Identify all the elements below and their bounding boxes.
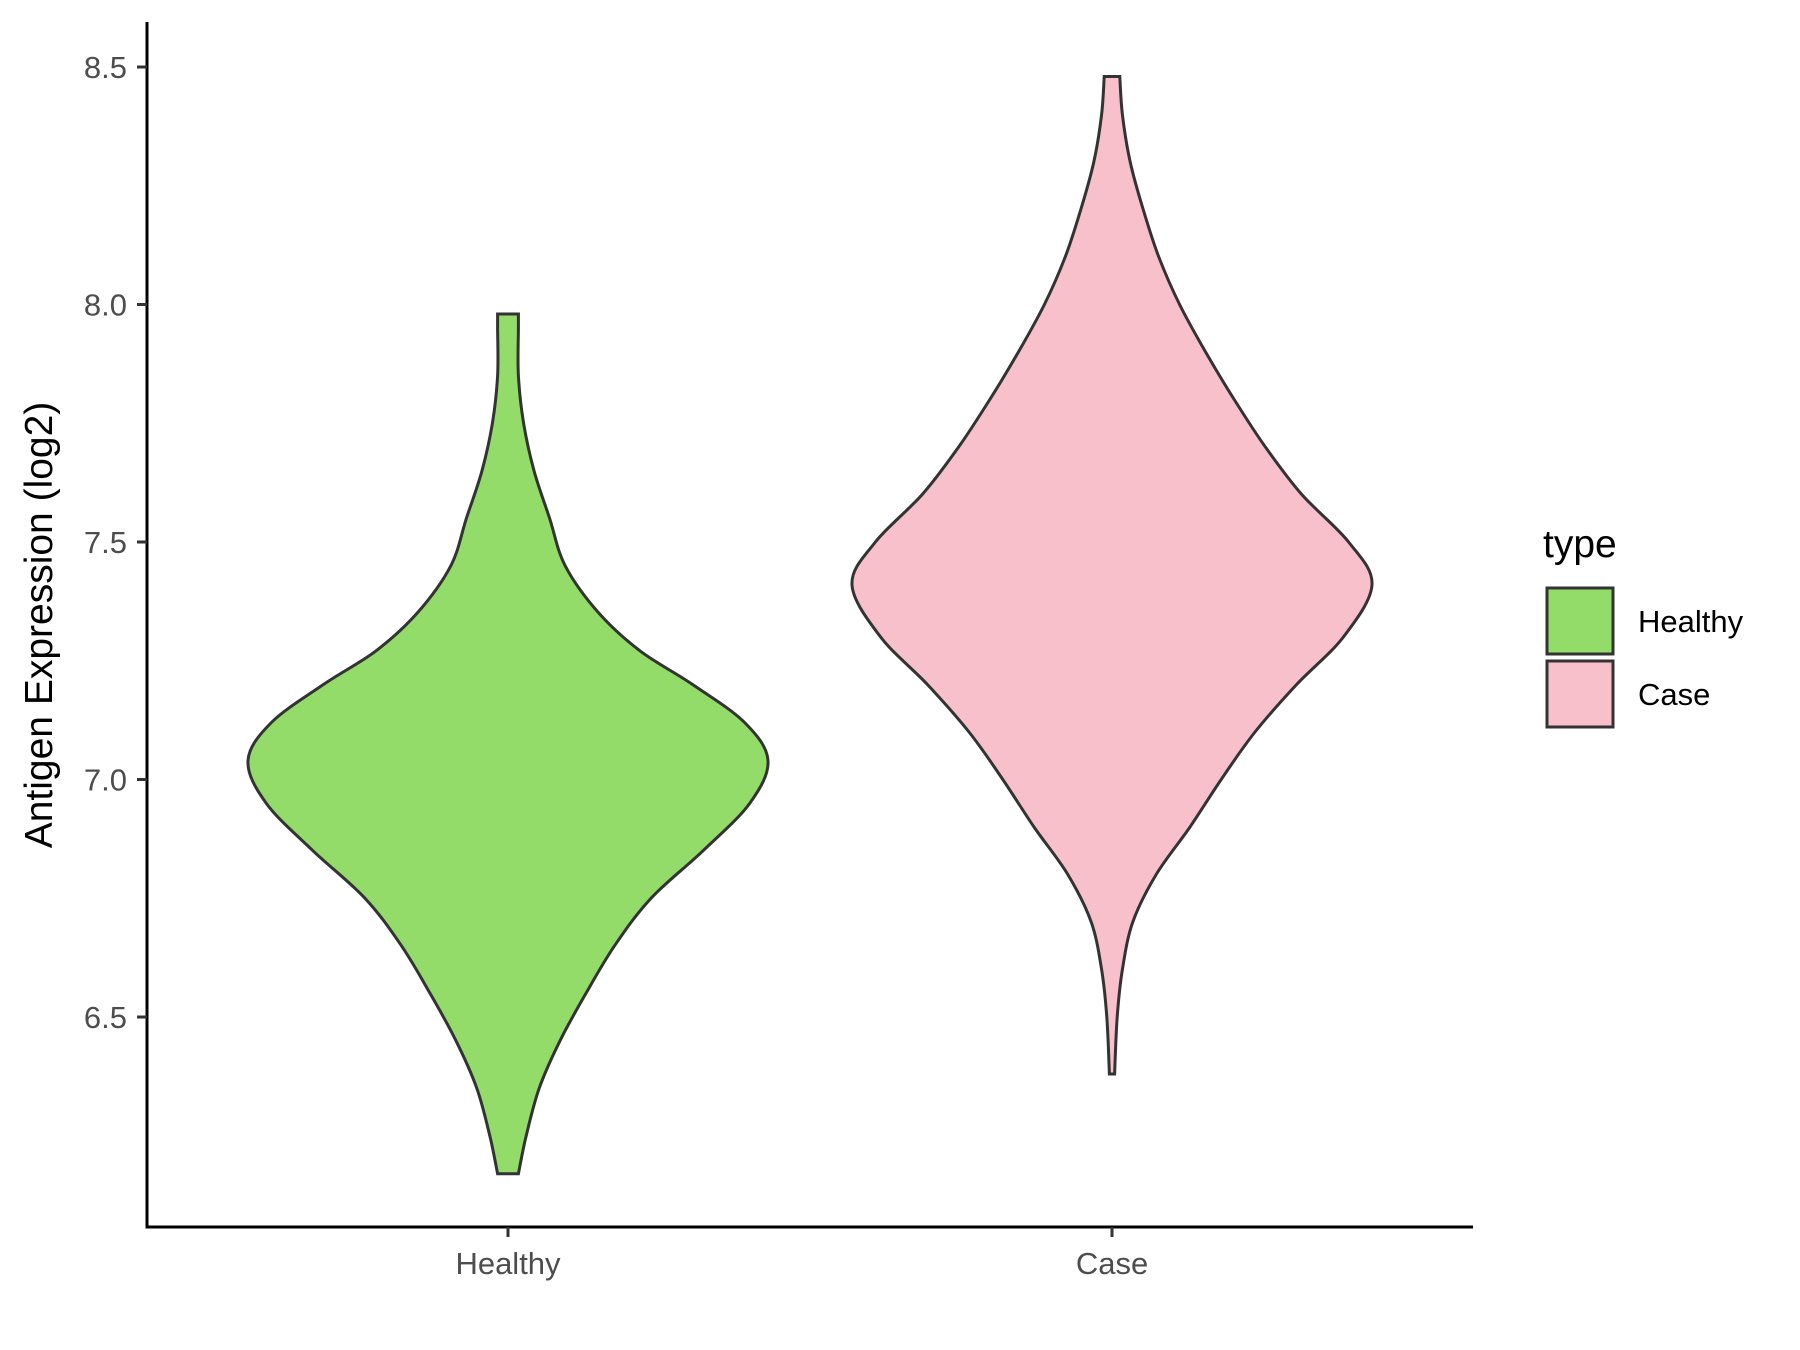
x-ticks: Healthy Case [455, 1227, 1148, 1281]
legend: type Healthy Case [1543, 523, 1744, 729]
y-tick-label: 8.0 [84, 288, 127, 323]
legend-key-healthy [1545, 586, 1615, 656]
axes: 6.5 7.0 7.5 8.0 8.5 Healthy Case Antigen Expr… [18, 22, 1473, 1281]
legend-label: Case [1638, 677, 1710, 712]
plot-area [246, 75, 1374, 1176]
y-ticks: 6.5 7.0 7.5 8.0 8.5 [84, 50, 147, 1035]
legend-title: type [1543, 523, 1617, 566]
violin-healthy [246, 312, 770, 1176]
legend-items: Healthy Case [1545, 586, 1744, 729]
violin-case [850, 75, 1374, 1076]
y-axis-title: Antigen Expression (log2) [18, 402, 61, 849]
y-tick-label: 7.5 [84, 525, 127, 560]
y-tick-label: 7.0 [84, 763, 127, 798]
legend-label: Healthy [1638, 604, 1744, 639]
y-tick-label: 6.5 [84, 1000, 127, 1035]
y-tick-label: 8.5 [84, 50, 127, 85]
x-tick-label: Healthy [455, 1246, 561, 1281]
x-tick-label: Case [1076, 1246, 1148, 1281]
legend-key-case [1545, 659, 1615, 729]
